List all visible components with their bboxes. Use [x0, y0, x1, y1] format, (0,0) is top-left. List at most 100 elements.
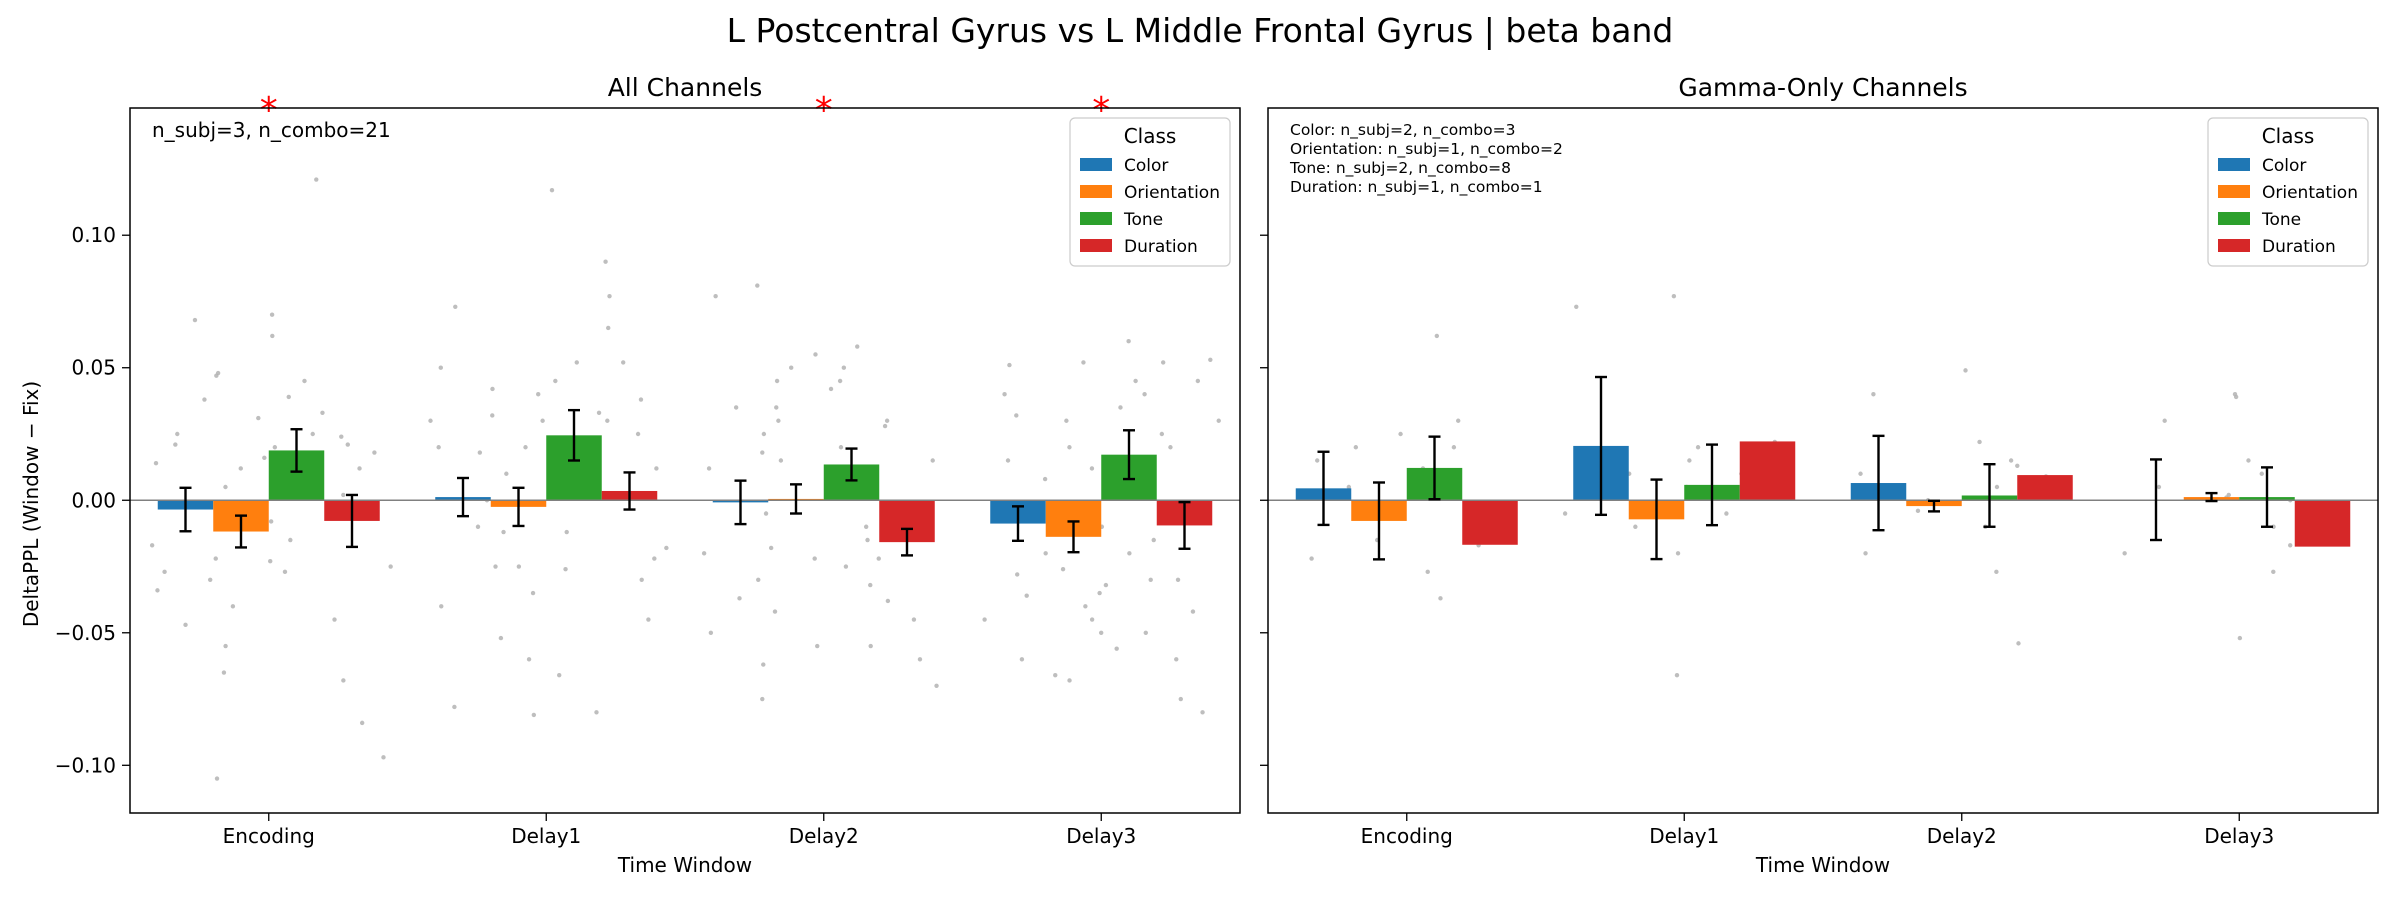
data-point	[1015, 572, 1020, 577]
legend-label: Orientation	[1124, 183, 1220, 203]
data-point	[372, 450, 377, 455]
data-point	[1175, 577, 1181, 582]
data-point	[1675, 551, 1681, 556]
data-point	[1674, 672, 1680, 678]
data-point	[475, 524, 481, 529]
data-point	[1438, 596, 1443, 601]
data-point	[774, 378, 780, 384]
data-point	[1126, 339, 1131, 344]
x-tick-label: Encoding	[223, 824, 315, 848]
data-point	[175, 431, 180, 437]
data-point	[2226, 492, 2231, 498]
data-point	[436, 445, 441, 450]
data-point	[1053, 672, 1058, 678]
panel-gamma-only-channels: Gamma-Only Channels Encoding Delay1 Delay2 D…	[1260, 73, 2379, 877]
legend-label: Duration	[1124, 237, 1198, 257]
plot-frame	[1267, 107, 2379, 814]
data-point	[1451, 445, 1457, 450]
data-point	[1315, 458, 1320, 463]
data-point	[1178, 696, 1183, 702]
data-point	[213, 556, 218, 561]
data-point	[214, 373, 219, 378]
data-point	[596, 410, 602, 415]
data-point	[701, 551, 707, 556]
data-point	[549, 187, 555, 193]
data-point	[574, 360, 579, 365]
data-point	[664, 545, 669, 551]
data-point	[1159, 431, 1165, 437]
data-point	[841, 365, 847, 370]
data-point	[882, 423, 888, 429]
data-point	[1671, 293, 1677, 299]
data-point	[1353, 445, 1359, 450]
legend-swatch-duration	[1080, 239, 1112, 252]
bar-duration	[2294, 500, 2351, 547]
plot-frame	[129, 107, 1241, 814]
data-point	[345, 442, 350, 447]
legend-box	[1069, 117, 1231, 267]
data-point	[607, 293, 612, 299]
legend-swatch-tone	[1080, 212, 1112, 225]
y-tick-label: −0.05	[55, 621, 116, 645]
x-tick-label: Delay3	[1066, 824, 1136, 848]
data-point	[1024, 593, 1029, 598]
data-point	[638, 397, 644, 402]
data-point	[230, 604, 236, 609]
data-point	[2246, 458, 2251, 463]
data-point	[563, 566, 568, 572]
data-point	[838, 445, 844, 450]
data-point	[339, 434, 344, 439]
data-point	[706, 466, 712, 471]
data-point	[149, 543, 155, 548]
data-point	[917, 657, 923, 662]
data-point	[192, 317, 198, 323]
x-axis-label: Time Window	[1755, 853, 1890, 877]
data-point	[1114, 646, 1119, 651]
data-point	[855, 344, 860, 349]
data-point	[708, 630, 714, 635]
data-point	[1098, 630, 1104, 635]
data-point	[1915, 508, 1921, 514]
data-point	[341, 492, 346, 498]
sample-size-note-line: Color: n_subj=2, n_combo=3	[1290, 121, 1516, 140]
legend-swatch-orientation	[1080, 185, 1112, 198]
data-point	[2271, 569, 2276, 575]
data-point	[1060, 566, 1066, 572]
x-tick-label: Delay3	[2204, 824, 2274, 848]
data-point	[452, 704, 457, 710]
legend-box	[2207, 117, 2369, 267]
data-point	[2156, 484, 2162, 490]
data-point	[1160, 360, 1166, 365]
data-point	[320, 410, 325, 415]
data-point	[214, 776, 220, 781]
data-point	[526, 657, 532, 662]
data-point	[713, 293, 718, 299]
data-point	[1089, 617, 1095, 622]
data-point	[1434, 333, 1440, 339]
data-point	[760, 450, 765, 455]
data-point	[1042, 476, 1048, 482]
data-point	[1977, 439, 1982, 445]
data-point	[1014, 413, 1019, 418]
data-point	[930, 458, 935, 463]
y-tick-label: 0.00	[71, 488, 116, 512]
bar-duration	[1462, 500, 1518, 545]
data-point	[2288, 543, 2293, 548]
data-point	[2122, 551, 2127, 556]
data-point	[238, 466, 243, 471]
data-point	[1456, 418, 1461, 423]
data-point	[828, 386, 834, 392]
data-point	[2016, 641, 2021, 646]
data-point	[1687, 458, 1692, 463]
data-point	[564, 529, 569, 535]
data-point	[256, 415, 261, 421]
data-point	[1574, 304, 1579, 309]
data-point	[789, 365, 794, 370]
data-point	[516, 564, 522, 569]
x-tick-label: Delay2	[789, 824, 859, 848]
data-point	[153, 460, 159, 466]
data-point	[646, 617, 651, 622]
panel-title: Gamma-Only Channels	[1678, 73, 1967, 102]
data-point	[812, 556, 817, 561]
data-point	[1118, 405, 1123, 410]
